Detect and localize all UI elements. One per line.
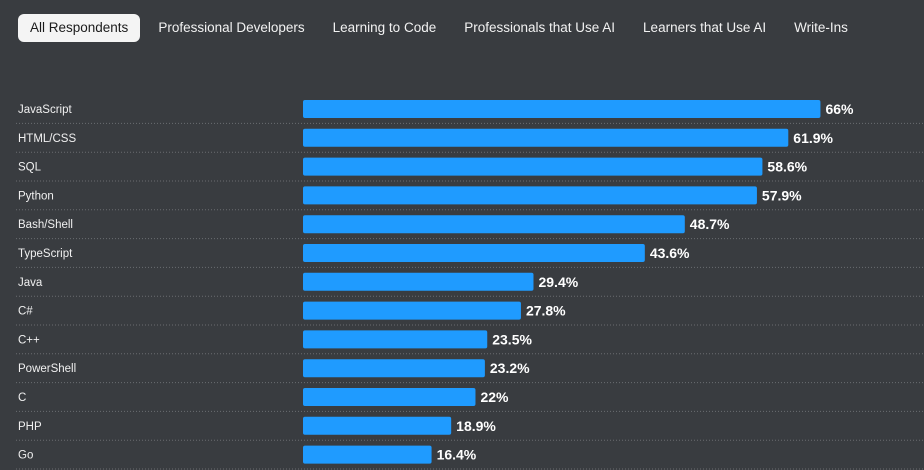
tab-write-ins[interactable]: Write-Ins [794,20,848,35]
category-label: TypeScript [18,248,73,260]
tab-learners-that-use-ai[interactable]: Learners that Use AI [643,20,767,35]
category-label: PowerShell [18,363,76,375]
bar[interactable] [303,388,476,406]
tab-professional-developers[interactable]: Professional Developers [158,20,305,35]
value-label: 58.6% [767,159,807,175]
value-label: 23.5% [492,331,532,347]
bar[interactable] [303,416,452,435]
bar[interactable] [303,301,521,320]
bar[interactable] [303,100,821,118]
bar[interactable] [303,359,485,378]
value-label: 22% [480,389,509,405]
value-label: 43.6% [650,245,690,261]
tab-professionals-that-use-ai[interactable]: Professionals that Use AI [464,20,616,35]
category-label: Java [18,277,43,289]
bar[interactable] [303,186,757,205]
category-label: Bash/Shell [18,219,73,231]
category-label: Go [18,450,33,462]
bar[interactable] [303,157,763,176]
bar[interactable] [303,128,789,147]
category-label: C# [18,306,33,318]
bar[interactable] [303,445,432,464]
value-label: 16.4% [437,447,477,463]
category-label: JavaScript [18,104,72,116]
value-label: 18.9% [456,418,496,434]
category-label: C++ [18,334,40,346]
value-label: 57.9% [762,187,802,203]
value-label: 66% [825,101,854,117]
category-label: Python [18,190,54,202]
value-label: 48.7% [690,216,730,232]
category-label: HTML/CSS [18,133,76,145]
value-label: 23.2% [490,360,530,376]
bar[interactable] [303,272,534,291]
value-label: 61.9% [793,130,833,146]
tab-learning-to-code[interactable]: Learning to Code [332,20,437,35]
bar[interactable] [303,330,488,349]
tab-all-respondents[interactable]: All Respondents [18,14,141,42]
bar[interactable] [303,215,685,234]
value-label: 29.4% [538,274,578,290]
category-label: C [18,392,26,404]
category-label: PHP [18,421,42,433]
category-label: SQL [18,162,42,174]
bar[interactable] [303,244,645,262]
value-label: 27.8% [526,303,566,319]
respondent-tabs: All Respondents Professional Developers … [18,14,862,42]
